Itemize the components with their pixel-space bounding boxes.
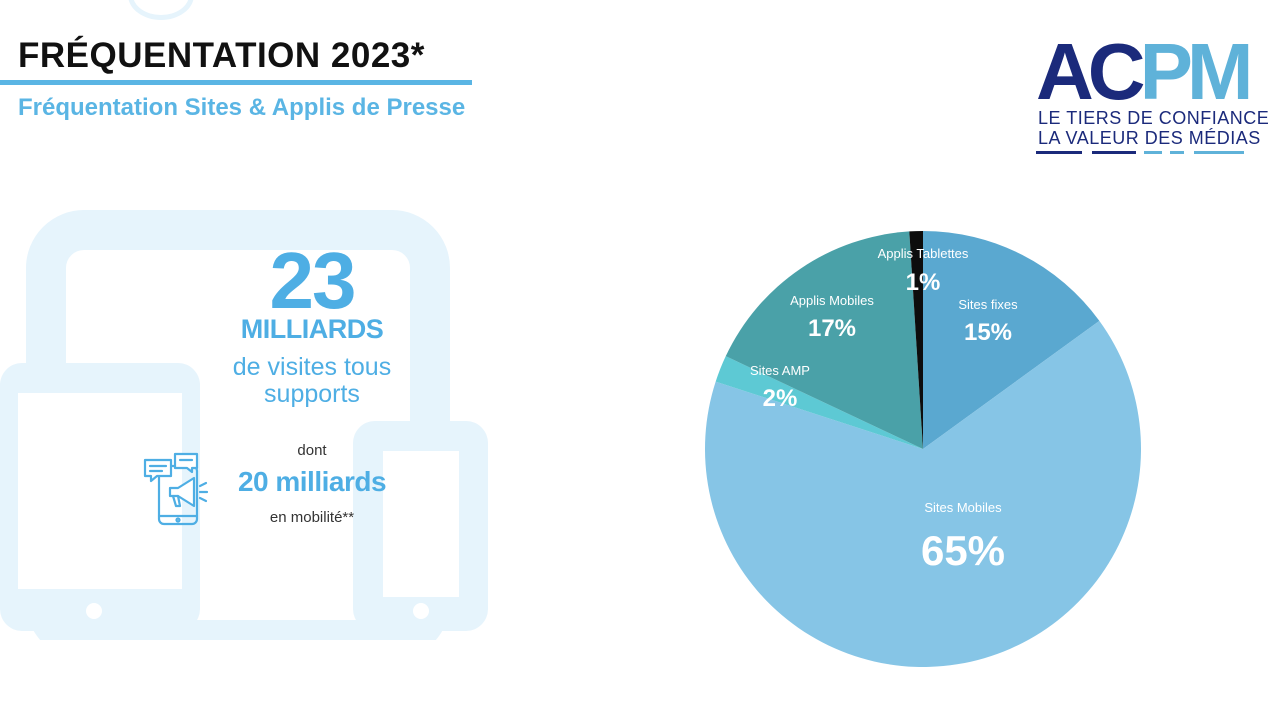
logo-letter-c: C bbox=[1087, 27, 1146, 116]
dont-label: dont bbox=[297, 442, 327, 459]
pie-slice-sites-amp bbox=[715, 356, 923, 449]
total-visits-unit: MILLIARDS bbox=[240, 314, 384, 344]
pie-label-name: Sites AMP bbox=[750, 363, 810, 378]
logo-letter-a: A bbox=[1036, 27, 1094, 116]
title-underline bbox=[0, 80, 472, 85]
logo-dash bbox=[1144, 151, 1162, 154]
logo-letter-m: M bbox=[1186, 27, 1254, 116]
logo-dash bbox=[1194, 151, 1244, 154]
devices-background-icon bbox=[0, 210, 488, 640]
total-visits-description: de visites tous supports bbox=[212, 354, 412, 408]
logo-letter-p: P bbox=[1139, 27, 1193, 116]
total-visits-description-line2: supports bbox=[264, 380, 360, 408]
pie-label-value: 17% bbox=[808, 315, 856, 342]
pie-label-value: 65% bbox=[921, 527, 1005, 574]
acpm-logo: ACPM LE TIERS DE CONFIANCE LA VALEUR DES… bbox=[1036, 32, 1269, 160]
pie-slice-applis-mobiles bbox=[725, 231, 923, 449]
pie-label-name: Sites Mobiles bbox=[924, 500, 1002, 515]
mobile-visits-value: 20 milliards bbox=[237, 466, 387, 497]
logo-tagline-1: LE TIERS DE CONFIANCE bbox=[1038, 108, 1270, 128]
logo-letters: ACPM bbox=[1036, 32, 1254, 112]
logo-dash bbox=[1170, 151, 1184, 154]
logo-dash bbox=[1092, 151, 1136, 154]
pie-label-value: 1% bbox=[906, 269, 941, 296]
mobile-megaphone-icon bbox=[143, 452, 209, 526]
pie-label-name: Sites fixes bbox=[958, 297, 1018, 312]
pie-label-value: 2% bbox=[763, 385, 798, 412]
pie-slice-applis-tablettes bbox=[909, 231, 923, 449]
page-subtitle: Fréquentation Sites & Applis de Presse bbox=[18, 94, 466, 121]
pie-label-name: Applis Tablettes bbox=[878, 246, 969, 261]
pie-slice-sites-mobiles bbox=[705, 320, 1142, 667]
pie-slice-sites-fixes bbox=[923, 231, 1100, 449]
mobile-visits-note: en mobilité** bbox=[269, 509, 355, 526]
logo-tagline-2: LA VALEUR DES MÉDIAS bbox=[1038, 128, 1261, 148]
logo-dash bbox=[1036, 151, 1082, 154]
pie-label-name: Applis Mobiles bbox=[790, 293, 874, 308]
total-visits-description-line1: de visites tous bbox=[232, 353, 392, 381]
page-title: FRÉQUENTATION 2023* bbox=[18, 36, 425, 75]
total-visits-value: 23 bbox=[269, 236, 357, 325]
pie-label-value: 15% bbox=[964, 319, 1012, 346]
